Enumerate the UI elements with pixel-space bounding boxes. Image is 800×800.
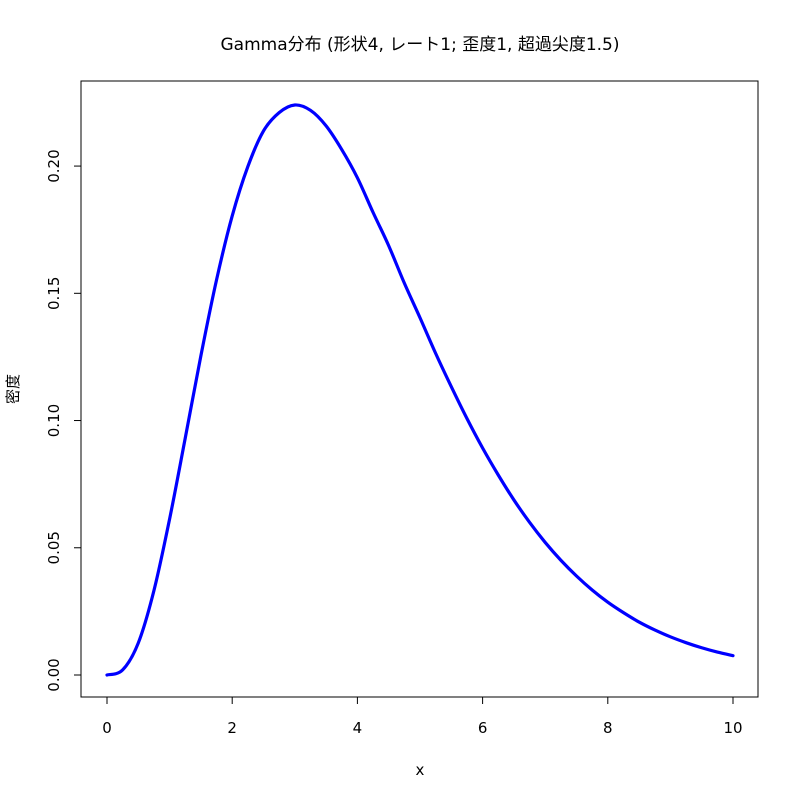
x-tick-label: 2 [227, 719, 237, 737]
y-axis-label: 密度 [4, 374, 22, 404]
x-axis-label: x [416, 761, 425, 779]
y-tick-label: 0.20 [45, 149, 63, 182]
y-tick-label: 0.00 [45, 658, 63, 691]
y-axis: 0.00 0.05 0.10 0.15 0.20 [45, 149, 82, 692]
y-tick-label: 0.15 [45, 277, 63, 310]
plot-frame [80, 80, 759, 698]
y-tick-label: 0.05 [45, 531, 63, 564]
x-tick-label: 0 [102, 719, 112, 737]
x-tick-label: 6 [478, 719, 488, 737]
x-tick-label: 10 [723, 719, 742, 737]
density-line [105, 103, 735, 677]
x-axis: 0 2 4 6 8 10 [102, 696, 743, 737]
series-layer [105, 103, 735, 677]
y-tick-label: 0.10 [45, 404, 63, 437]
x-tick-label: 4 [353, 719, 363, 737]
chart-title: Gamma分布 (形状4, レート1; 歪度1, 超過尖度1.5) [220, 35, 619, 55]
x-tick-label: 8 [603, 719, 613, 737]
